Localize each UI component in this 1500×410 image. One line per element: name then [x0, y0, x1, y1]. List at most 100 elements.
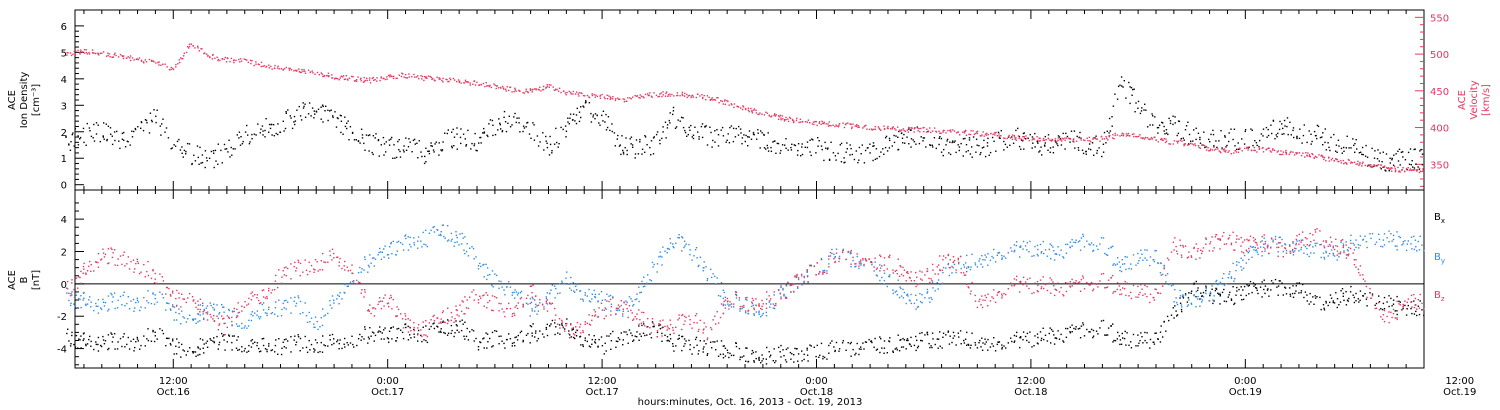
density-point [1162, 122, 1164, 124]
bx-point [356, 344, 358, 347]
bx-point [1242, 289, 1244, 291]
density-point [580, 116, 582, 119]
velocity-point [791, 118, 794, 121]
velocity-point [819, 121, 821, 123]
by-point [945, 267, 947, 269]
density-point [634, 157, 636, 159]
velocity-point [157, 61, 159, 64]
density-point [728, 142, 731, 144]
velocity-point [1256, 151, 1258, 153]
bx-point [1092, 329, 1095, 332]
velocity-point [1069, 138, 1072, 140]
velocity-point [623, 101, 626, 103]
density-point [441, 150, 443, 152]
bx-point [306, 351, 309, 353]
bx-point [1080, 325, 1083, 327]
by-point [643, 276, 645, 278]
bx-point [926, 333, 929, 336]
by-point [390, 241, 392, 244]
bx-point [910, 345, 912, 347]
density-point [1177, 132, 1180, 135]
by-point [417, 240, 419, 242]
bx-point [1176, 315, 1178, 317]
bx-point [459, 320, 461, 323]
density-point [1060, 144, 1063, 146]
bx-point [1163, 320, 1165, 323]
by-point [111, 294, 113, 296]
density-point [1418, 168, 1421, 170]
by-point [357, 272, 360, 274]
velocity-point [447, 81, 449, 83]
bx-point [1343, 299, 1345, 302]
velocity-point [981, 134, 983, 136]
bx-point [482, 338, 484, 340]
by-point [1092, 244, 1095, 246]
by-point [244, 325, 246, 327]
by-point [80, 306, 82, 309]
bx-point [739, 358, 741, 361]
by-point [1195, 306, 1197, 308]
velocity-point [731, 104, 733, 106]
by-point [1074, 241, 1077, 244]
bx-point [622, 339, 624, 341]
by-point [489, 273, 491, 276]
bx-point [390, 327, 392, 329]
density-point [503, 110, 506, 113]
density-point [403, 145, 405, 147]
by-point [250, 313, 252, 316]
by-point [974, 262, 976, 264]
velocity-point [982, 131, 984, 133]
density-point [649, 146, 651, 149]
by-point [863, 265, 865, 267]
bz-point [260, 302, 262, 304]
bx-point [603, 353, 605, 355]
density-point [110, 133, 112, 135]
density-point [940, 137, 943, 140]
by-point [1355, 246, 1357, 248]
density-point [102, 136, 104, 138]
by-point [464, 252, 466, 255]
by-point [1054, 253, 1056, 255]
density-point [313, 117, 315, 119]
density-point [922, 140, 924, 142]
velocity-point [505, 90, 507, 92]
density-point [701, 136, 704, 139]
velocity-point [1311, 152, 1313, 155]
velocity-point [1402, 167, 1404, 169]
bx-point [716, 340, 718, 342]
velocity-point [221, 58, 224, 60]
velocity-point [770, 116, 772, 118]
bx-point [1362, 295, 1365, 297]
velocity-point [251, 60, 253, 62]
bx-point [905, 348, 907, 350]
density-point [482, 132, 484, 134]
by-point [636, 298, 638, 300]
density-point [1419, 150, 1421, 152]
density-point [726, 139, 728, 141]
bx-point [1300, 290, 1303, 292]
velocity-point [212, 54, 214, 56]
density-point [397, 140, 399, 143]
by-point [951, 272, 953, 274]
bx-point [280, 353, 283, 356]
density-point [747, 136, 749, 138]
bx-point [1295, 285, 1297, 287]
velocity-point [1015, 139, 1018, 141]
by-point [378, 251, 380, 254]
by-point [517, 292, 519, 294]
velocity-point [1032, 138, 1034, 140]
velocity-point [1143, 138, 1146, 140]
velocity-point [1288, 153, 1290, 156]
density-point [820, 145, 823, 147]
bz-point [203, 318, 205, 321]
density-point [1322, 132, 1324, 134]
density-point [692, 137, 695, 140]
bx-point [712, 341, 714, 343]
by-point [1155, 249, 1157, 252]
by-point [981, 255, 983, 257]
by-point [1184, 294, 1187, 296]
density-point [989, 151, 992, 154]
by-point [1080, 237, 1083, 239]
density-point [957, 144, 959, 146]
bx-point [1276, 286, 1278, 288]
